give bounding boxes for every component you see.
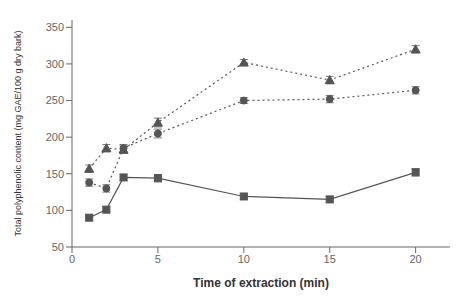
svg-text:150: 150 (46, 168, 64, 180)
svg-text:0: 0 (69, 253, 75, 265)
svg-text:250: 250 (46, 94, 64, 106)
svg-text:100: 100 (46, 204, 64, 216)
svg-text:350: 350 (46, 21, 64, 33)
svg-text:15: 15 (324, 253, 336, 265)
svg-text:Total polyphenolic content (mg: Total polyphenolic content (mg GAE/100 g… (13, 30, 23, 236)
svg-text:10: 10 (238, 253, 250, 265)
svg-text:Time of extraction (min): Time of extraction (min) (193, 276, 329, 290)
svg-text:300: 300 (46, 58, 64, 70)
svg-text:20: 20 (410, 253, 422, 265)
svg-text:200: 200 (46, 131, 64, 143)
svg-text:5: 5 (155, 253, 161, 265)
svg-text:50: 50 (52, 241, 64, 253)
